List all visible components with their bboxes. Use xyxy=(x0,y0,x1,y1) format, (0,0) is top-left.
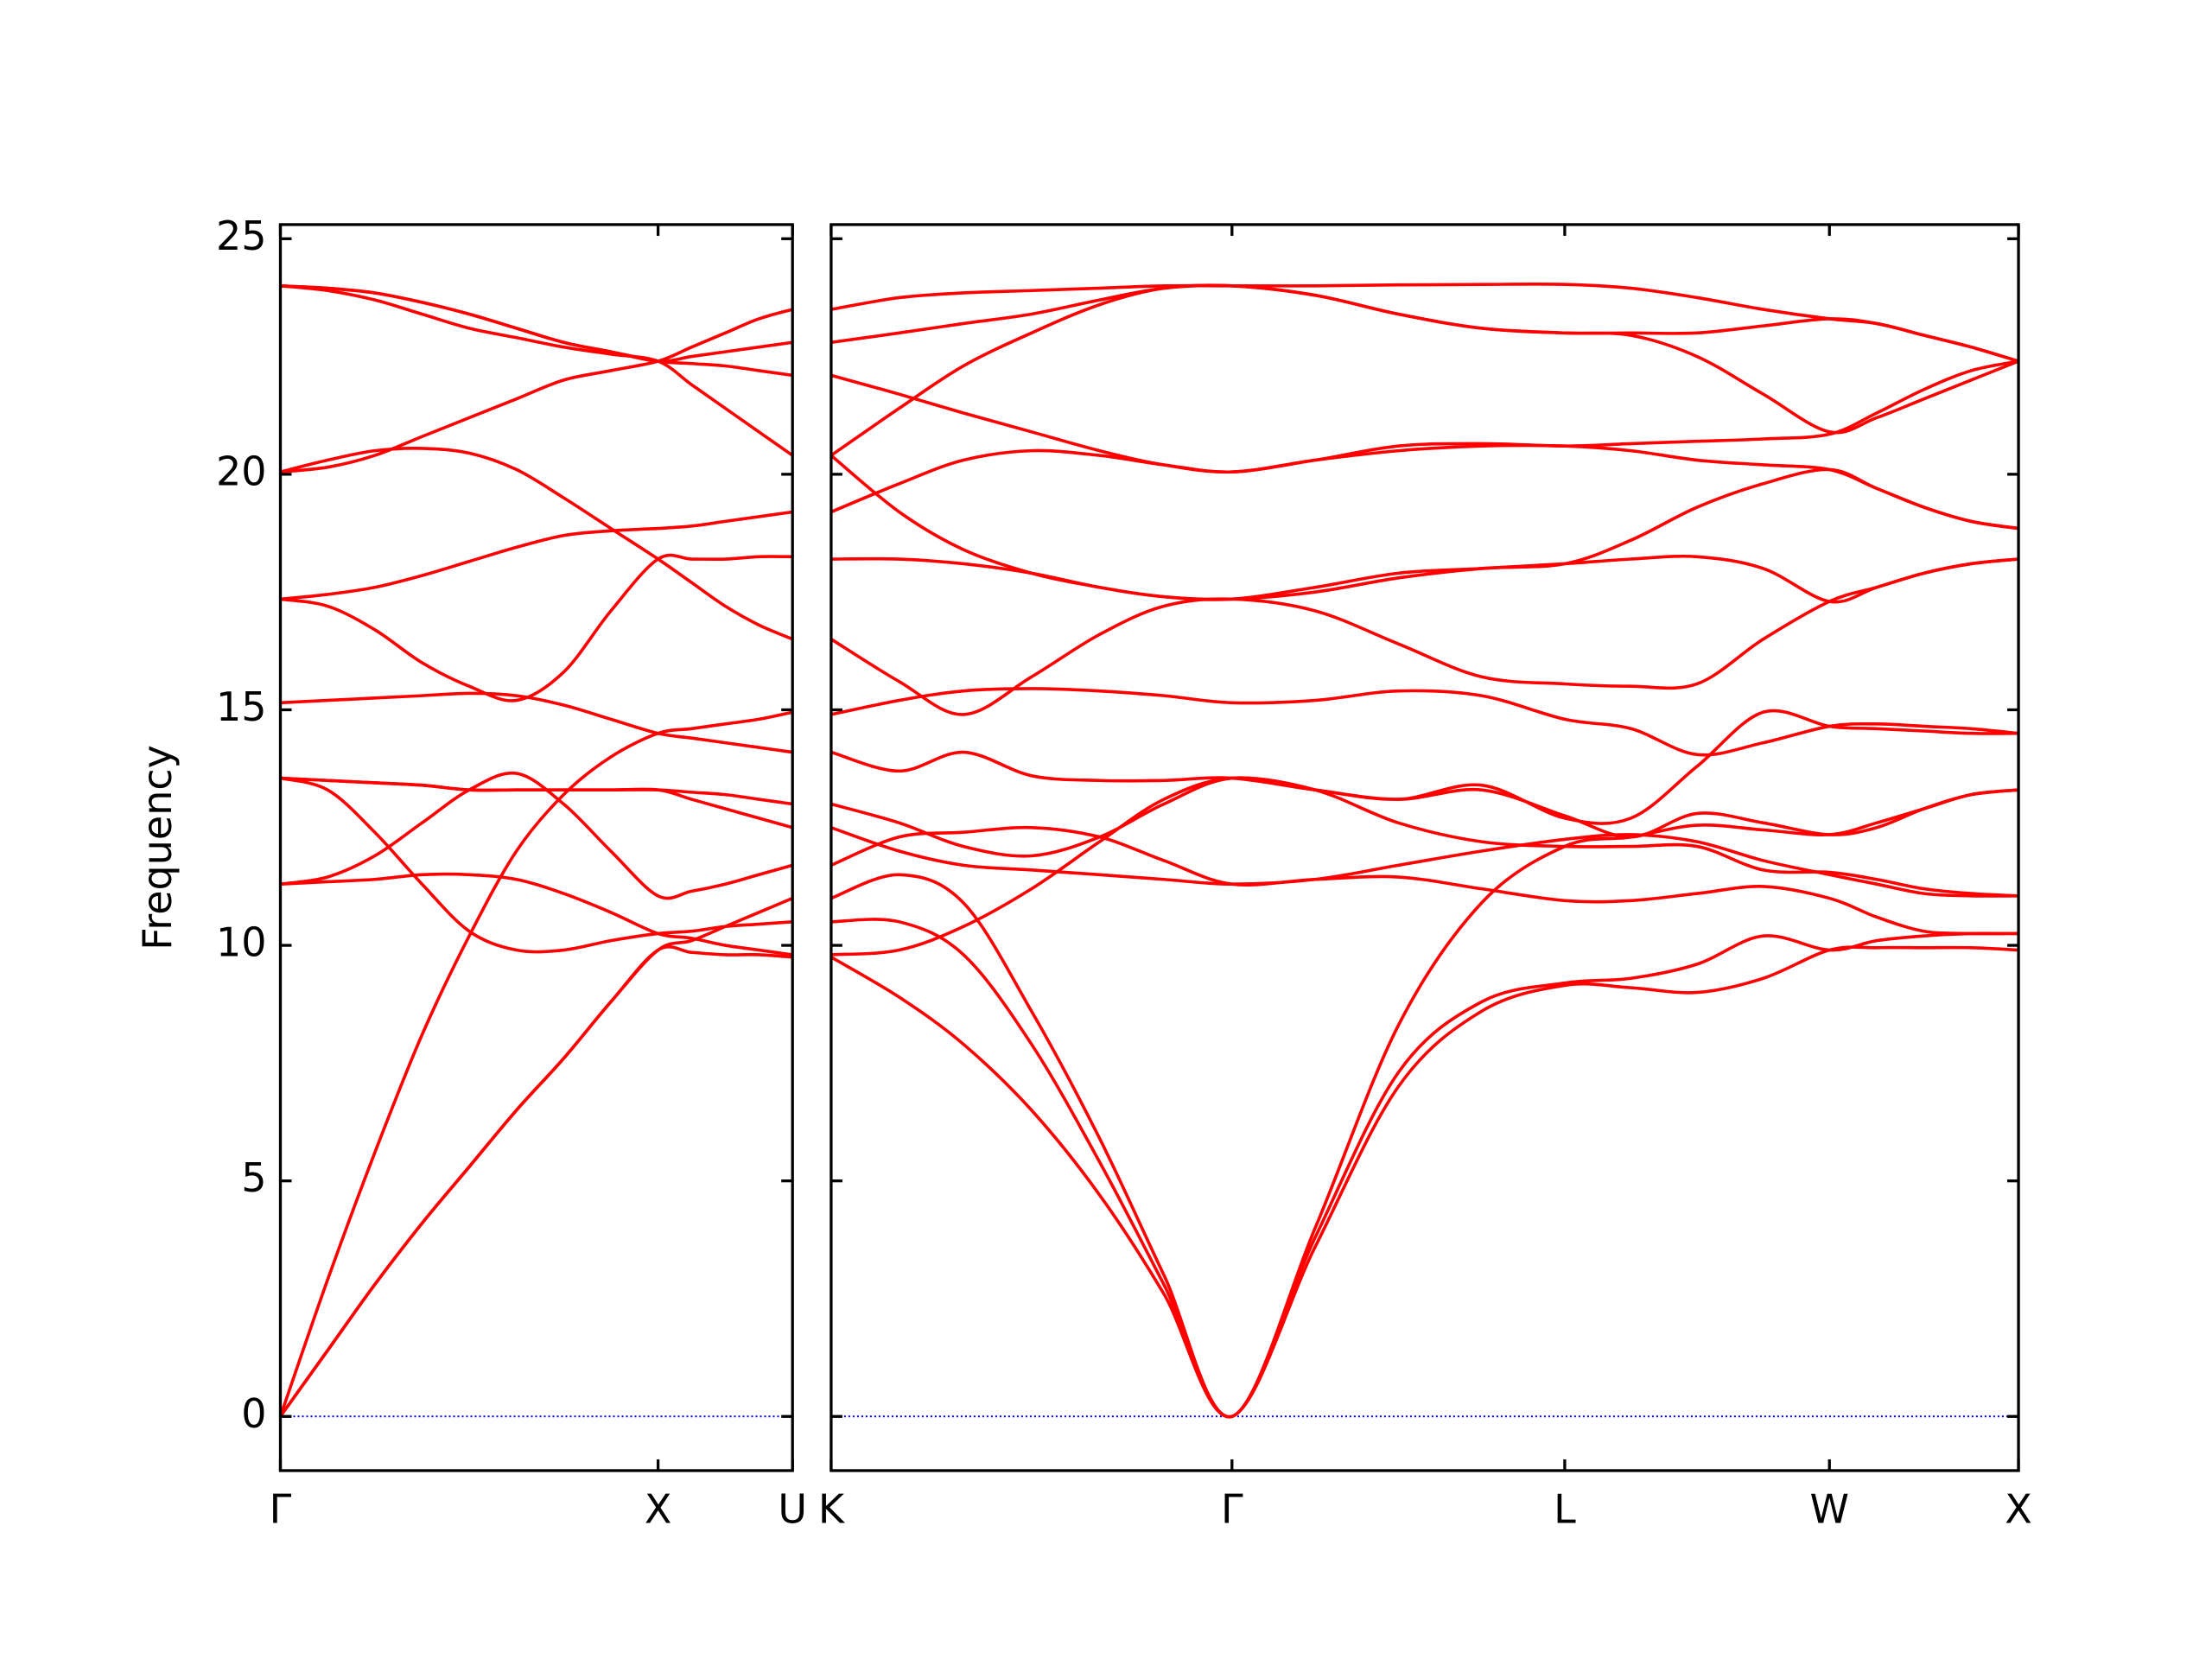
y-tick-label: 20 xyxy=(216,448,267,494)
band-line xyxy=(280,896,793,1418)
x-tick-label: K xyxy=(818,1485,846,1532)
band-line xyxy=(280,284,793,378)
plot-frame xyxy=(278,223,794,1472)
x-tick-label: W xyxy=(1809,1485,1848,1532)
band-line xyxy=(830,373,2019,531)
x-tick-label: L xyxy=(1554,1485,1576,1532)
y-tick-label: 5 xyxy=(241,1154,266,1201)
x-tick-label: X xyxy=(645,1485,672,1532)
band-line xyxy=(280,872,793,957)
y-tick-label: 25 xyxy=(216,213,267,259)
band-line xyxy=(280,776,793,830)
plot-frame xyxy=(830,223,2020,1472)
y-tick-label: 15 xyxy=(216,683,267,730)
x-tick-label: Γ xyxy=(270,1485,292,1532)
band-line xyxy=(830,826,2019,898)
band-line xyxy=(280,553,793,702)
band-line xyxy=(280,710,793,1417)
band-line xyxy=(830,467,2019,601)
band-line xyxy=(830,945,2019,1419)
band-line xyxy=(280,776,793,954)
panel: 0 5 10 15 20 25 Γ X U Frequency xyxy=(134,213,807,1533)
band-line xyxy=(830,687,2019,757)
band-line xyxy=(280,510,793,601)
band-line xyxy=(280,771,793,900)
band-line xyxy=(830,788,2019,1419)
band-line xyxy=(830,359,2019,514)
band-line xyxy=(830,776,2019,957)
band-line xyxy=(830,557,2019,716)
band-line xyxy=(280,308,793,474)
x-tick-label: X xyxy=(2005,1485,2032,1532)
y-tick-label: 10 xyxy=(216,919,267,966)
band-line xyxy=(280,284,793,457)
band-line xyxy=(280,691,793,754)
band-line xyxy=(280,944,793,1418)
band-line xyxy=(830,776,2019,858)
y-tick-label: 0 xyxy=(241,1390,266,1437)
band-line xyxy=(830,454,2019,604)
band-line xyxy=(830,283,2019,363)
band-line xyxy=(830,283,2019,435)
band-line xyxy=(830,709,2019,825)
band-line xyxy=(830,825,2019,936)
band-line xyxy=(830,283,2019,457)
x-tick-label: Γ xyxy=(1221,1485,1243,1532)
band-line xyxy=(830,918,2019,1419)
x-tick-label: U xyxy=(778,1485,807,1532)
band-line xyxy=(280,446,793,641)
y-axis-label: Frequency xyxy=(134,745,181,950)
